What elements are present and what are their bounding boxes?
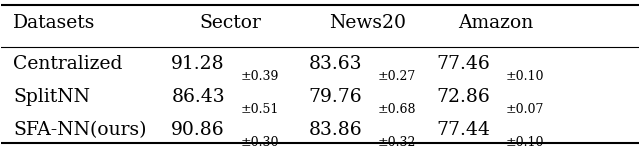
- Text: News20: News20: [330, 14, 406, 32]
- Text: Sector: Sector: [200, 14, 262, 32]
- Text: Amazon: Amazon: [458, 14, 533, 32]
- Text: 90.86: 90.86: [172, 121, 225, 139]
- Text: ±0.32: ±0.32: [378, 136, 416, 149]
- Text: ±0.10: ±0.10: [506, 70, 544, 83]
- Text: 77.46: 77.46: [436, 55, 490, 73]
- Text: 79.76: 79.76: [308, 88, 362, 106]
- Text: SplitNN: SplitNN: [13, 88, 90, 106]
- Text: 91.28: 91.28: [172, 55, 225, 73]
- Text: 83.86: 83.86: [308, 121, 362, 139]
- Text: Centralized: Centralized: [13, 55, 123, 73]
- Text: ±0.51: ±0.51: [241, 103, 279, 116]
- Text: ±0.07: ±0.07: [506, 103, 544, 116]
- Text: ±0.39: ±0.39: [241, 70, 279, 83]
- Text: ±0.10: ±0.10: [506, 136, 544, 149]
- Text: 86.43: 86.43: [172, 88, 225, 106]
- Text: SFA-NN(ours): SFA-NN(ours): [13, 121, 147, 139]
- Text: 77.44: 77.44: [436, 121, 490, 139]
- Text: 83.63: 83.63: [309, 55, 362, 73]
- Text: 72.86: 72.86: [436, 88, 490, 106]
- Text: ±0.30: ±0.30: [241, 136, 279, 149]
- Text: Datasets: Datasets: [13, 14, 96, 32]
- Text: ±0.68: ±0.68: [378, 103, 416, 116]
- Text: ±0.27: ±0.27: [378, 70, 416, 83]
